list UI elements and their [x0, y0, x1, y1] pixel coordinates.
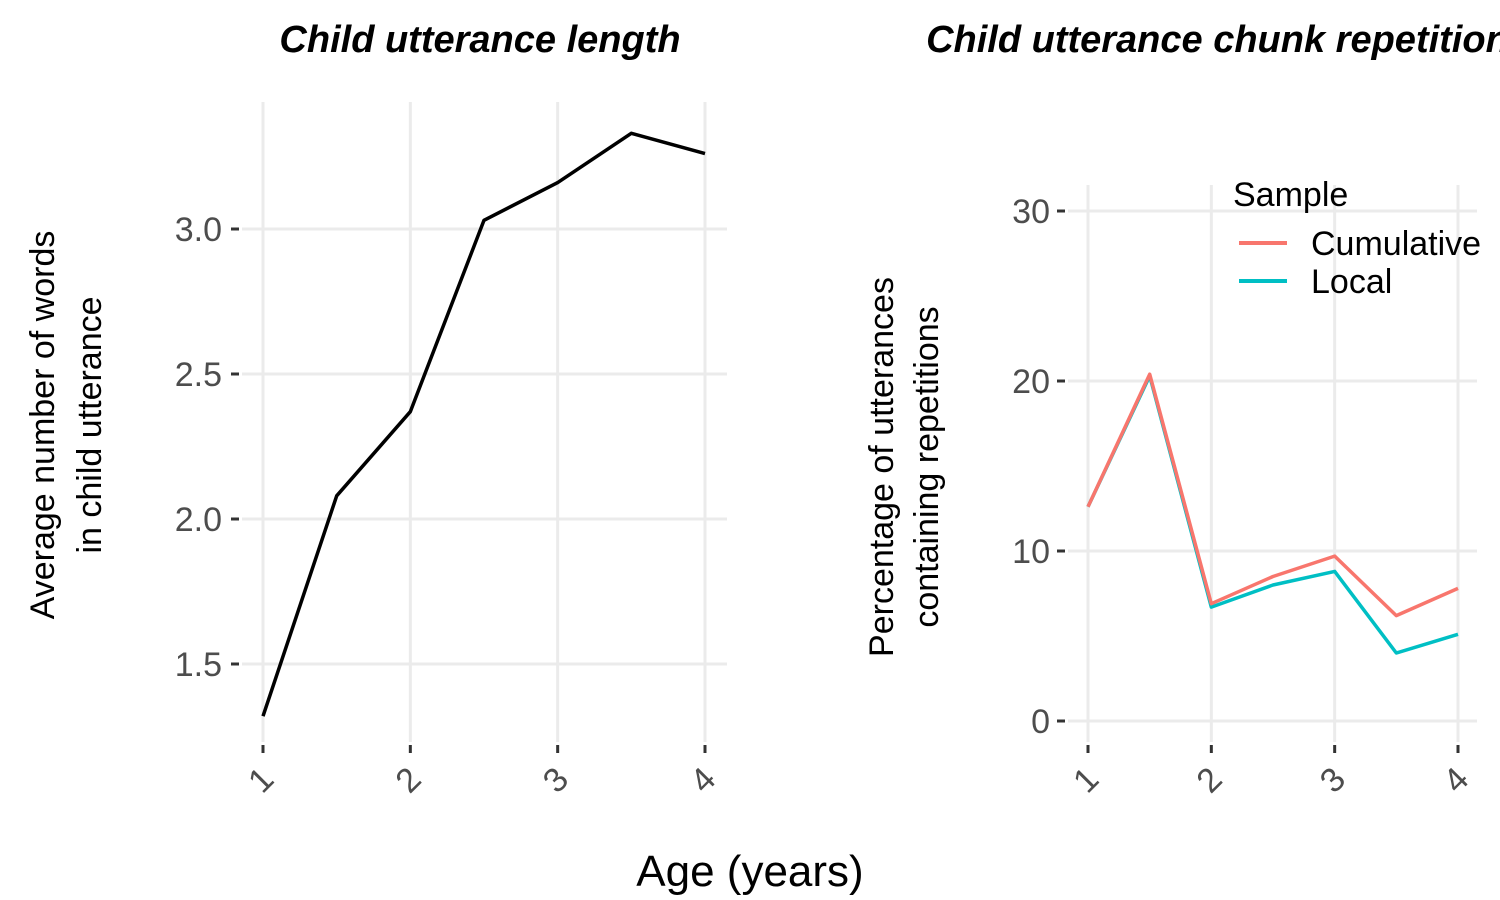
- x-tick-label: 1: [1066, 760, 1106, 800]
- y-tick-label: 10: [1012, 533, 1050, 571]
- x-tick-label: 1: [241, 760, 281, 800]
- y-tick-label: 0: [1031, 703, 1050, 741]
- y-tick-label: 20: [1012, 363, 1050, 401]
- legend-item-label: Local: [1311, 263, 1392, 301]
- panel-utterance-length: Child utterance length Average number of …: [24, 19, 727, 800]
- x-tick-label: 2: [388, 760, 428, 800]
- x-tick-label: 3: [536, 760, 576, 800]
- series-line: [261, 131, 706, 717]
- y-axis-label: in child utterance: [71, 296, 109, 553]
- y-tick-label: 2.5: [175, 356, 222, 394]
- x-tick-label: 2: [1189, 760, 1229, 800]
- legend-item-label: Cumulative: [1311, 225, 1481, 263]
- shared-x-axis-label: Age (years): [636, 847, 863, 896]
- y-tick-label: 3.0: [175, 211, 222, 249]
- y-axis-label: Average number of words: [24, 231, 62, 620]
- y-tick-label: 1.5: [175, 646, 222, 684]
- y-axis-label: Percentage of utterances: [863, 277, 901, 657]
- y-tick-label: 30: [1012, 193, 1050, 231]
- chart-title: Child utterance chunk repetitions: [926, 19, 1500, 61]
- chart-title: Child utterance length: [279, 19, 680, 61]
- x-tick-label: 4: [1436, 760, 1476, 800]
- y-axis-label: containing repetitions: [908, 306, 946, 627]
- legend-title: Sample: [1233, 176, 1348, 214]
- x-tick-label: 4: [683, 760, 723, 800]
- panel-chunk-repetitions: Child utterance chunk repetitions Percent…: [863, 19, 1500, 800]
- x-tick-label: 3: [1313, 760, 1353, 800]
- y-tick-label: 2.0: [175, 501, 222, 539]
- series-line-cumulative: [1086, 372, 1459, 618]
